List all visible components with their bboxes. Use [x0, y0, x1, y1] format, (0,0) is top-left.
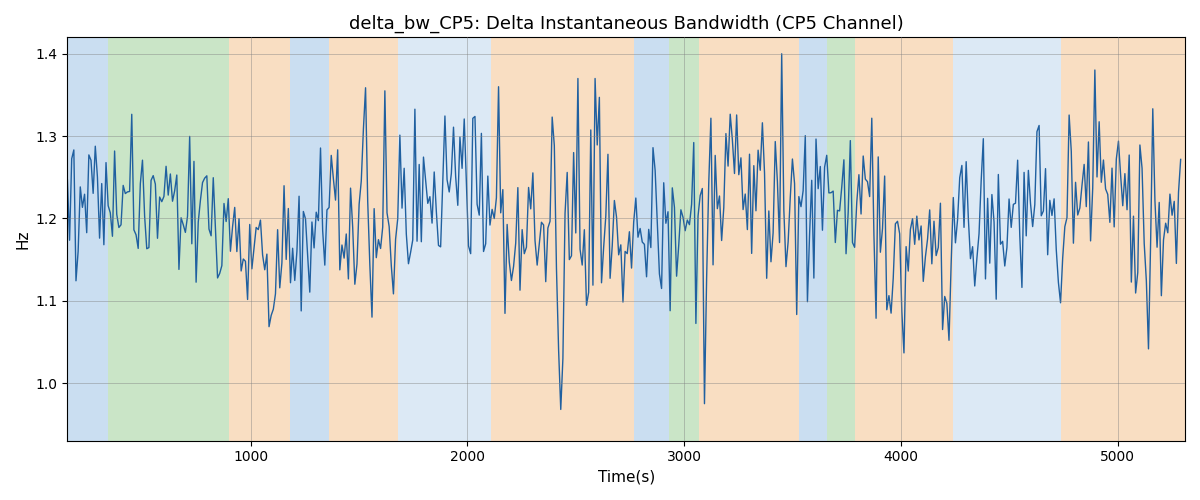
- Title: delta_bw_CP5: Delta Instantaneous Bandwidth (CP5 Channel): delta_bw_CP5: Delta Instantaneous Bandwi…: [349, 15, 904, 34]
- Bar: [799, 38, 827, 440]
- Bar: [491, 38, 635, 440]
- Bar: [953, 38, 1062, 440]
- Bar: [67, 38, 108, 440]
- Bar: [229, 38, 289, 440]
- Bar: [827, 38, 856, 440]
- Bar: [700, 38, 799, 440]
- Bar: [398, 38, 491, 440]
- Bar: [108, 38, 229, 440]
- Bar: [329, 38, 398, 440]
- Bar: [856, 38, 953, 440]
- Bar: [635, 38, 670, 440]
- Bar: [289, 38, 329, 440]
- X-axis label: Time(s): Time(s): [598, 470, 655, 485]
- Y-axis label: Hz: Hz: [16, 230, 30, 249]
- Bar: [1062, 38, 1186, 440]
- Bar: [670, 38, 700, 440]
